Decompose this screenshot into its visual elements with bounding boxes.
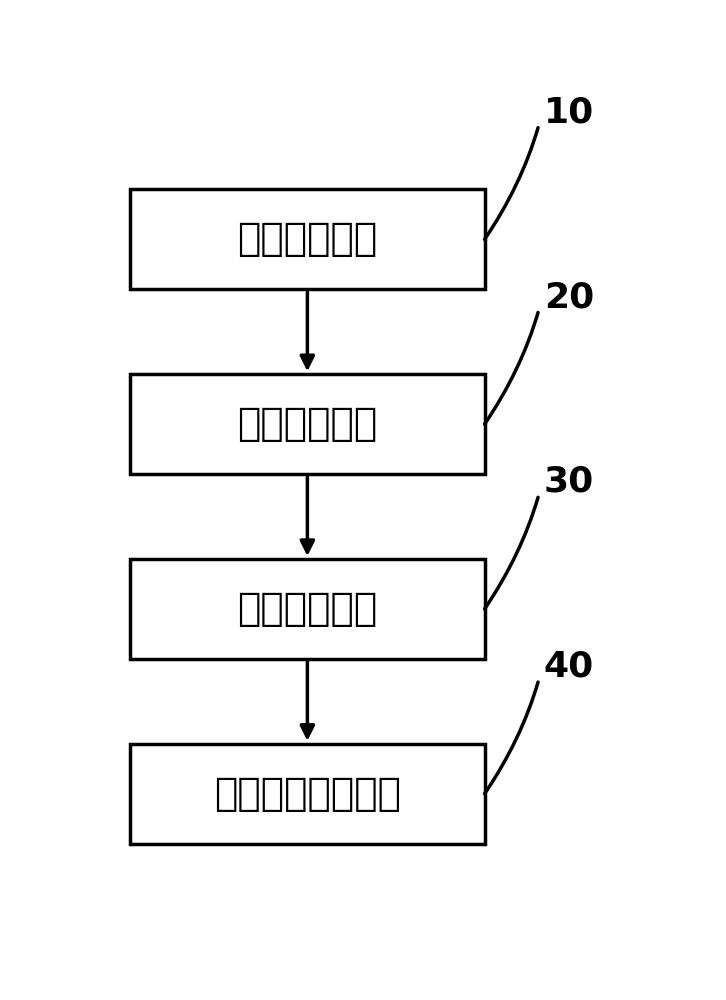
Text: 图像分割模块: 图像分割模块 bbox=[237, 590, 378, 628]
Bar bbox=[130, 559, 484, 659]
Text: 40: 40 bbox=[544, 650, 594, 684]
Text: 30: 30 bbox=[544, 465, 594, 499]
Text: 20: 20 bbox=[544, 280, 594, 314]
Text: 10: 10 bbox=[544, 95, 594, 129]
Text: 目标区域获取模块: 目标区域获取模块 bbox=[214, 775, 401, 813]
Bar bbox=[130, 744, 484, 844]
Bar bbox=[130, 374, 484, 474]
Text: 图像获取模块: 图像获取模块 bbox=[237, 220, 378, 258]
Text: 模型训练模块: 模型训练模块 bbox=[237, 405, 378, 443]
Bar bbox=[130, 189, 484, 289]
